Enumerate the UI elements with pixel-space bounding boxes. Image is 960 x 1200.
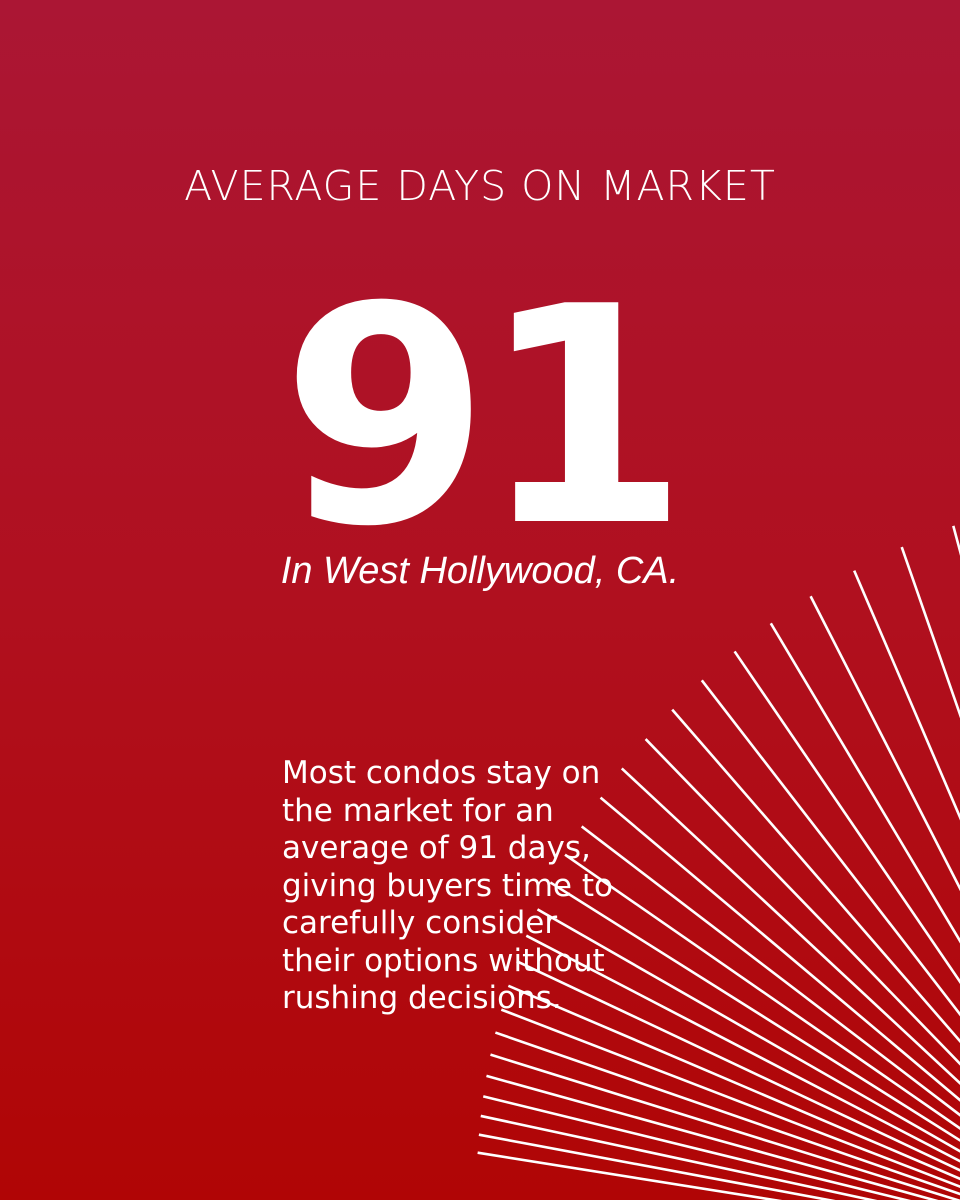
ray bbox=[620, 767, 960, 1085]
ray bbox=[549, 881, 960, 1142]
body-line: their options without bbox=[282, 942, 605, 979]
ray bbox=[733, 650, 960, 984]
ray bbox=[853, 570, 960, 821]
ray bbox=[480, 1114, 878, 1200]
ray bbox=[477, 1151, 783, 1200]
ray bbox=[671, 708, 960, 1044]
ray bbox=[536, 908, 960, 1153]
body-line: giving buyers time to bbox=[282, 867, 613, 904]
stat-value: 91 bbox=[281, 243, 688, 592]
ray bbox=[516, 959, 960, 1172]
ray bbox=[599, 796, 960, 1102]
body-line: average of 91 days, bbox=[282, 830, 591, 866]
body-line: Most condos stay on bbox=[282, 755, 601, 791]
ray bbox=[482, 1095, 912, 1200]
body-line: carefully consider bbox=[282, 905, 558, 941]
ray bbox=[478, 1133, 836, 1200]
ray bbox=[490, 1053, 960, 1200]
ray bbox=[952, 525, 960, 556]
ray bbox=[500, 1008, 960, 1189]
ray bbox=[769, 622, 960, 944]
body-line: the market for an bbox=[282, 792, 554, 829]
ray bbox=[525, 934, 960, 1163]
ray bbox=[809, 595, 960, 892]
ray bbox=[644, 738, 960, 1066]
ray bbox=[564, 853, 960, 1130]
ray bbox=[580, 825, 960, 1117]
ray bbox=[494, 1031, 960, 1196]
title: AVERAGE DAYS ON MARKET bbox=[184, 162, 776, 210]
body-text: Most condos stay on the market for an aver… bbox=[282, 755, 613, 1018]
ray bbox=[507, 984, 960, 1181]
body-line: rushing decisions. bbox=[282, 980, 562, 1016]
location: In West Hollywood, CA. bbox=[280, 550, 680, 592]
ray bbox=[700, 679, 960, 1017]
ray bbox=[900, 546, 960, 719]
ray bbox=[486, 1074, 939, 1200]
